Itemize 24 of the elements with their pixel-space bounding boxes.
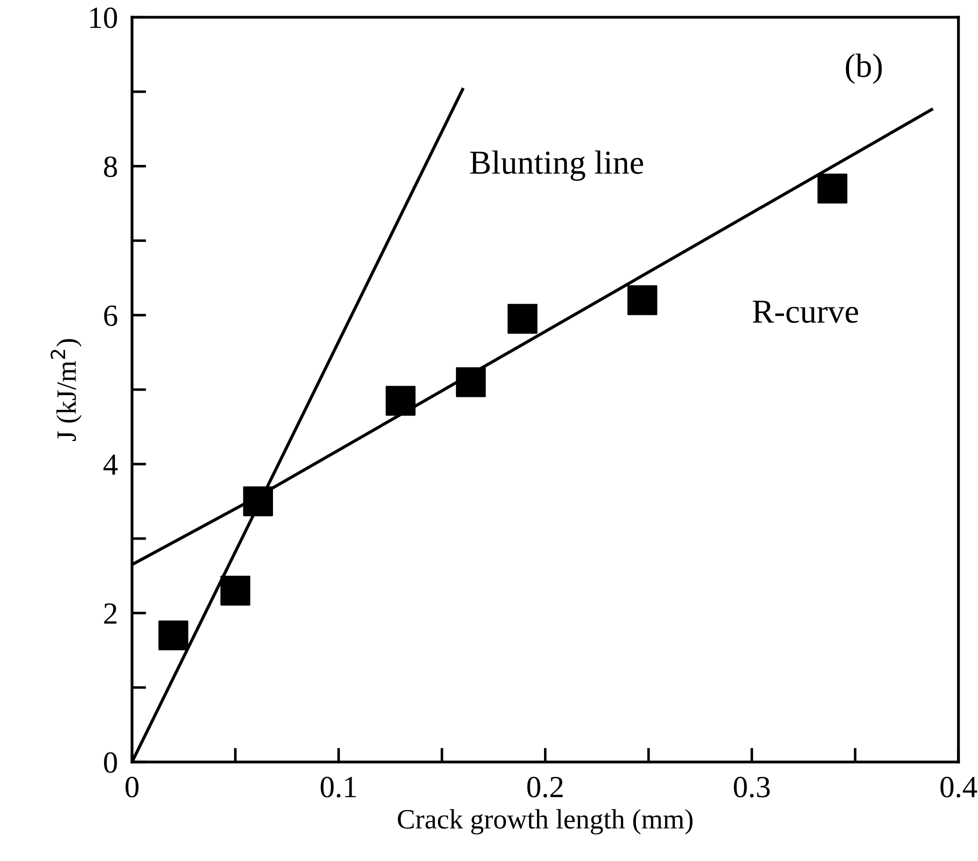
point — [158, 620, 188, 650]
point — [817, 174, 848, 204]
point — [243, 486, 273, 516]
y-tick-label: 6 — [104, 305, 118, 326]
y-tick-label: 2 — [104, 603, 116, 624]
x-tick-label: 0.1 — [320, 776, 356, 798]
x-tick-label: 0.4 — [940, 776, 978, 798]
y-tick-label: 4 — [103, 454, 118, 475]
annotation: (b) — [846, 54, 882, 84]
x-tick-label: 0.2 — [527, 776, 563, 798]
annotation: R-curve — [752, 300, 858, 323]
x-tick-label: 0.3 — [734, 776, 770, 798]
x-axis-title: Crack growth length (mm) — [398, 809, 693, 834]
y-tick-label: 10 — [90, 8, 117, 28]
y-tick-label: 0 — [104, 752, 117, 773]
point — [508, 304, 538, 334]
point — [627, 285, 658, 316]
y-axis-title: J (kJ/m$^{2}$) — [50, 339, 82, 441]
point — [456, 367, 486, 398]
point — [220, 576, 250, 606]
y-tick-label: 8 — [104, 156, 117, 178]
x-tick-label: 0 — [126, 776, 139, 798]
annotation: Blunting line — [470, 150, 644, 181]
point — [386, 386, 416, 416]
